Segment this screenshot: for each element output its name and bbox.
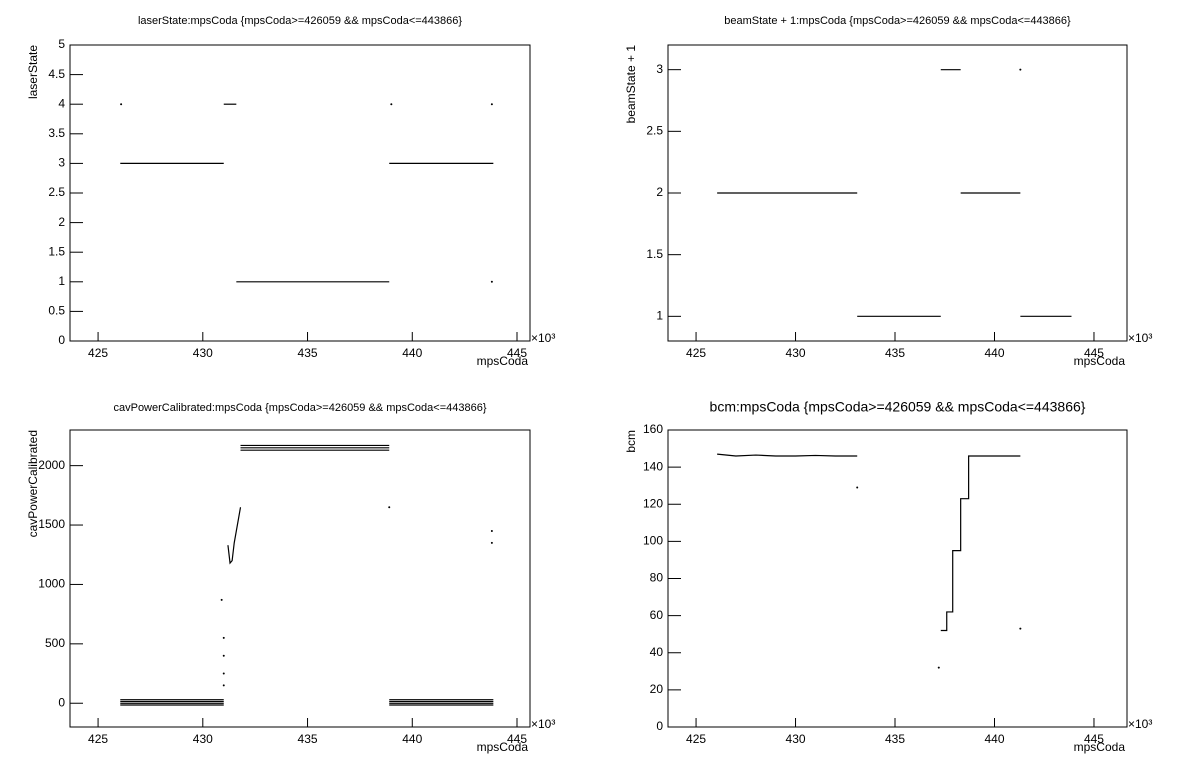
x-multiplier: ×10³ [1128,717,1152,731]
y-tick-label: 2 [656,185,663,199]
y-tick-label: 5 [58,37,65,51]
y-tick-label: 0 [58,333,65,347]
y-tick-label: 1 [656,309,663,323]
y-tick-label: 3 [58,156,65,170]
point [490,103,493,106]
x-tick-label: 435 [298,346,318,360]
y-tick-label: 500 [45,636,65,650]
point [856,486,859,489]
chart-title: beamState + 1:mpsCoda {mpsCoda>=426059 &… [724,15,1071,27]
x-tick-label: 435 [885,732,905,746]
x-multiplier: ×10³ [1128,331,1152,345]
y-axis-title: beamState + 1 [624,45,638,124]
x-axis-title: mpsCoda [477,740,529,754]
chart-title: laserState:mpsCoda {mpsCoda>=426059 && m… [138,15,462,27]
x-tick-label: 440 [402,346,422,360]
data-line [227,507,242,565]
point [222,654,225,657]
y-tick-label: 140 [643,459,663,473]
x-tick-label: 445 [507,732,527,746]
point [120,103,123,106]
point [490,529,493,532]
x-tick-label: 440 [984,346,1004,360]
y-tick-label: 2 [58,215,65,229]
x-tick-label: 425 [686,346,706,360]
y-axis-title: cavPowerCalibrated [26,430,40,537]
x-tick-label: 430 [786,732,806,746]
y-tick-label: 2.5 [48,185,65,199]
chart-title: bcm:mpsCoda {mpsCoda>=426059 && mpsCoda<… [710,399,1086,415]
x-tick-label: 435 [298,732,318,746]
x-multiplier: ×10³ [531,331,555,345]
x-tick-label: 425 [88,346,108,360]
point [222,636,225,639]
y-axis-title: bcm [624,430,638,453]
point [222,672,225,675]
point [220,598,223,601]
point [937,666,940,669]
y-tick-label: 1.5 [646,247,663,261]
plot-frame [69,44,531,342]
x-tick-label: 425 [686,732,706,746]
y-tick-label: 0 [656,719,663,733]
point [1019,627,1022,630]
x-tick-label: 425 [88,732,108,746]
y-tick-label: 4.5 [48,67,65,81]
x-tick-label: 445 [507,346,527,360]
x-tick-label: 440 [402,732,422,746]
y-tick-label: 1 [58,274,65,288]
y-tick-label: 0 [58,695,65,709]
x-tick-label: 430 [786,346,806,360]
x-axis-title: mpsCoda [1074,740,1126,754]
chart-title: cavPowerCalibrated:mpsCoda {mpsCoda>=426… [113,402,486,414]
x-axis-title: mpsCoda [477,354,529,368]
y-tick-label: 80 [650,571,664,585]
x-tick-label: 430 [193,346,213,360]
y-tick-label: 2.5 [646,124,663,138]
y-tick-label: 40 [650,645,664,659]
y-tick-label: 3 [656,62,663,76]
point [390,103,393,106]
y-tick-label: 4 [58,96,65,110]
y-tick-label: 1.5 [48,244,65,258]
x-tick-label: 445 [1084,732,1104,746]
y-tick-label: 3.5 [48,126,65,140]
x-multiplier: ×10³ [531,717,555,731]
y-tick-label: 160 [643,422,663,436]
point [388,506,391,509]
point [490,541,493,544]
x-tick-label: 445 [1084,346,1104,360]
y-axis-title: laserState [26,45,40,99]
y-tick-label: 2000 [38,458,65,472]
y-tick-label: 1000 [38,577,65,591]
point [490,280,493,283]
x-tick-label: 435 [885,346,905,360]
plot-frame [667,429,1128,728]
y-tick-label: 1500 [38,517,65,531]
y-tick-label: 100 [643,534,663,548]
x-tick-label: 440 [984,732,1004,746]
point [222,684,225,687]
x-axis-title: mpsCoda [1074,354,1126,368]
x-tick-label: 430 [193,732,213,746]
y-tick-label: 20 [650,682,664,696]
y-tick-label: 120 [643,496,663,510]
y-tick-label: 60 [650,608,664,622]
data-line [940,455,1021,632]
data-line [717,453,858,457]
y-tick-label: 0.5 [48,304,65,318]
plot-frame [69,429,531,728]
point [1019,68,1022,71]
